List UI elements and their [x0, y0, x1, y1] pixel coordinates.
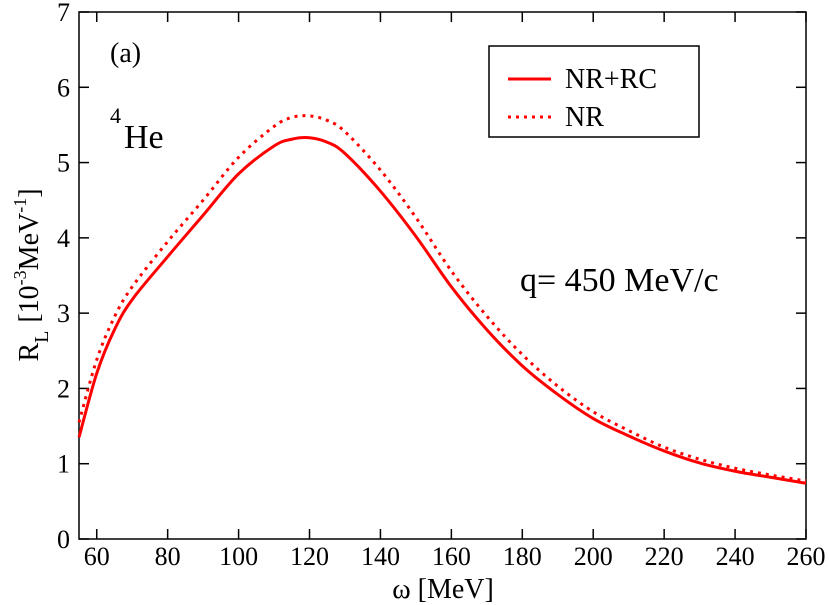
y-tick-label: 6 — [57, 73, 70, 102]
y-tick-label: 2 — [57, 374, 70, 403]
legend: NR+RC NR — [488, 45, 700, 138]
y-label-unit-close: ] — [14, 188, 45, 197]
y-tick-label: 3 — [57, 299, 70, 328]
x-tick-label: 180 — [503, 542, 542, 571]
series-layer — [77, 114, 807, 485]
legend-label-nr: NR — [565, 102, 604, 133]
y-label-unit-mid: MeV — [14, 213, 45, 271]
y-tick-label: 0 — [57, 525, 70, 554]
momentum-annotation: q= 450 MeV/c — [520, 262, 719, 299]
y-label-exp1: -3 — [10, 270, 30, 285]
x-tick-label: 80 — [155, 542, 181, 571]
y-axis-ticks: 0 1 2 3 4 5 6 7 — [57, 0, 806, 554]
x-axis-ticks: 60 80 100 120 140 160 180 200 220 240 260 — [84, 12, 826, 571]
series-line-nr-rc — [77, 136, 807, 485]
y-label-unit-open: [10 — [14, 285, 45, 322]
y-tick-label: 5 — [57, 149, 70, 178]
plot-frame — [78, 11, 807, 540]
x-tick-label: 240 — [716, 542, 755, 571]
y-tick-label: 1 — [57, 450, 70, 479]
nucleus-element: He — [124, 119, 164, 156]
x-tick-label: 260 — [787, 542, 826, 571]
x-tick-label: 100 — [219, 542, 258, 571]
series-line-nr — [77, 114, 807, 483]
legend-label-nr-rc: NR+RC — [565, 64, 657, 95]
y-axis-label: RL [10-3MeV-1] — [10, 188, 53, 361]
panel-label: (a) — [110, 38, 141, 69]
x-tick-label: 220 — [645, 542, 684, 571]
x-tick-label: 140 — [361, 542, 400, 571]
x-tick-label: 120 — [290, 542, 329, 571]
y-label-subscript: L — [31, 331, 53, 343]
x-tick-label: 160 — [432, 542, 471, 571]
nucleus-mass-number: 4 — [110, 103, 121, 128]
y-label-exp2: -1 — [10, 198, 30, 213]
y-tick-label: 4 — [57, 224, 70, 253]
legend-box — [488, 45, 700, 138]
y-tick-label: 7 — [57, 0, 70, 27]
x-tick-label: 200 — [574, 542, 613, 571]
x-tick-label: 60 — [84, 542, 110, 571]
x-axis-label: ω [MeV] — [392, 574, 494, 605]
y-label-symbol: R — [14, 343, 45, 362]
